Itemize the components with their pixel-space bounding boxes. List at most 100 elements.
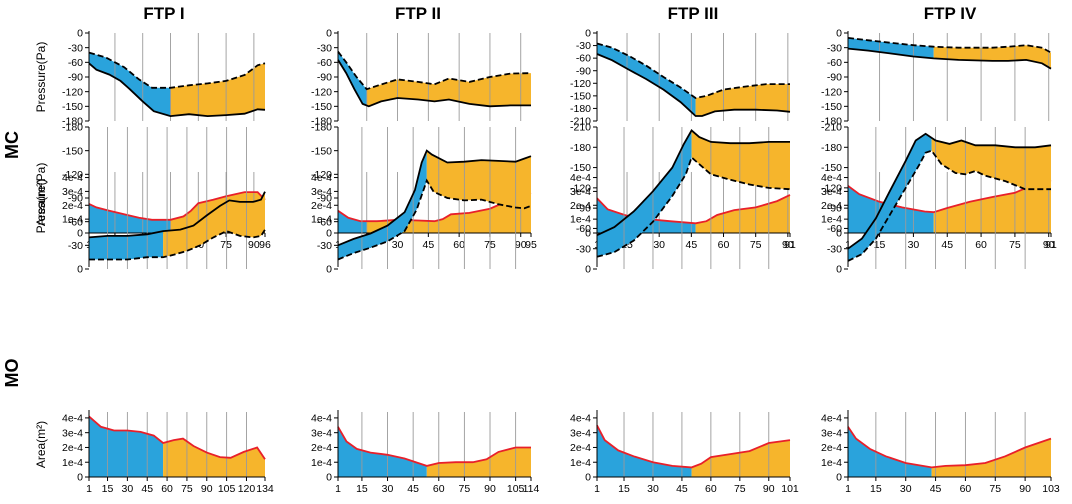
area-line — [596, 424, 791, 469]
x-tick-label: 60 — [960, 483, 972, 495]
upper-pressure-line — [337, 51, 532, 91]
x-tick-label: 96 — [259, 239, 271, 251]
y-tick-label: 1e-4 — [570, 457, 591, 469]
y-tick-label: 1e-4 — [62, 457, 83, 469]
x-tick-label: 15 — [874, 239, 886, 251]
y-tick-label: -30 — [576, 40, 591, 52]
y-tick-label: -150 — [311, 145, 332, 157]
x-tick-label: 45 — [676, 483, 688, 495]
x-tick-label: 90 — [763, 483, 775, 495]
upper-pressure-line — [89, 229, 266, 261]
y-tick-label: 0 — [326, 228, 332, 240]
x-tick-label: 91 — [1045, 239, 1057, 251]
y-tick-label: 3e-4 — [311, 427, 332, 439]
y-tick-label: -120 — [62, 86, 83, 98]
y-tick-label: 0 — [836, 264, 842, 276]
x-tick-label: 75 — [750, 239, 762, 251]
x-tick-label: 101 — [781, 483, 799, 495]
y-tick-label: 0 — [836, 228, 842, 240]
y-tick-label: -60 — [317, 216, 332, 228]
orange-area — [931, 438, 1051, 477]
upper-pressure-line — [337, 178, 532, 261]
upper-pressure-line — [847, 37, 1052, 54]
orange-area — [163, 438, 265, 477]
y-tick-label: -30 — [576, 243, 591, 255]
y-tick-label: -180 — [570, 103, 591, 115]
y-tick-label: 0 — [585, 472, 591, 484]
y-tick-label: 1e-4 — [311, 457, 332, 469]
x-tick-label: 30 — [908, 239, 920, 251]
blue-band — [338, 150, 427, 260]
x-tick-label: 120 — [238, 483, 256, 495]
y-tick-label: -30 — [68, 240, 83, 252]
lower-pressure-line — [88, 62, 266, 118]
x-tick-label: 45 — [141, 483, 153, 495]
y-tick-label: -60 — [827, 223, 842, 235]
y-tick-label: -60 — [827, 57, 842, 69]
y-tick-label: -120 — [62, 169, 83, 181]
y-tick-label: -150 — [62, 145, 83, 157]
pressure-panel-mo-ftp-iii: 0 -30 -60 -90 -120 -150 -180 -210 — [570, 122, 791, 276]
lower-pressure-line — [337, 149, 532, 247]
lower-pressure-line — [847, 132, 1052, 250]
y-tick-label: 2e-4 — [62, 442, 83, 454]
x-tick-label: 90 — [515, 239, 527, 251]
x-tick-label: 105 — [507, 483, 525, 495]
y-tick-label: -90 — [576, 203, 591, 215]
x-tick-label: 134 — [256, 483, 274, 495]
y-tick-label: 4e-4 — [311, 413, 332, 425]
x-tick-label: 95 — [525, 239, 537, 251]
x-tick-label: 60 — [975, 239, 987, 251]
y-tick-label: 2e-4 — [821, 442, 842, 454]
y-tick-label: 4e-4 — [570, 413, 591, 425]
x-tick-label: 30 — [900, 483, 912, 495]
y-tick-label: -30 — [317, 240, 332, 252]
pressure-panel-mc-ftp-iii: 0-30-60-90-120-150-180-210 — [570, 28, 791, 128]
row-title-mc: MC — [2, 131, 22, 159]
x-tick-label: 75 — [459, 483, 471, 495]
y-tick-label: 2e-4 — [62, 200, 83, 212]
x-tick-label: 114 — [523, 483, 540, 495]
y-tick-label: 4e-4 — [311, 172, 332, 184]
blue-area — [338, 426, 427, 477]
y-tick-label: 1e-4 — [570, 214, 591, 226]
upper-pressure-line — [88, 51, 266, 89]
y-tick-label: 3e-4 — [570, 427, 591, 439]
y-tick-label: -60 — [576, 223, 591, 235]
y-tick-label: -60 — [576, 53, 591, 65]
y-tick-label: -30 — [827, 243, 842, 255]
column-title-ftp-1: FTP I — [143, 4, 184, 23]
y-tick-label: 0 — [836, 472, 842, 484]
x-tick-label: 15 — [356, 483, 368, 495]
y-tick-label: 2e-4 — [311, 200, 332, 212]
y-tick-label: 3e-4 — [311, 186, 332, 198]
pressure-panel-mo-ftp-ii: 0-30-60-90-120-150-180 — [311, 122, 532, 276]
y-tick-label: 0 — [585, 228, 591, 240]
y-tick-label: -210 — [570, 122, 591, 134]
x-tick-label: 60 — [161, 483, 173, 495]
lower-pressure-line — [596, 129, 790, 237]
y-tick-label: 3e-4 — [821, 427, 842, 439]
y-tick-label: -120 — [821, 86, 842, 98]
y-tick-label: 1e-4 — [821, 214, 842, 226]
x-tick-label: 60 — [433, 483, 445, 495]
y-tick-label: -120 — [821, 182, 842, 194]
pressure-panel-mc-ftp-ii: 0 -30 -60 -90 -120 -150 -180 — [311, 28, 532, 128]
y-tick-label: -90 — [576, 65, 591, 77]
x-tick-label: 60 — [705, 483, 717, 495]
x-tick-label: 90 — [201, 483, 213, 495]
y-axis-label: Area(m²) — [34, 421, 48, 468]
x-tick-label: 75 — [1009, 239, 1021, 251]
x-tick-label: 91 — [784, 239, 796, 251]
upper-pressure-line — [596, 155, 791, 258]
x-tick-label: 1 — [845, 483, 851, 495]
y-tick-label: 4e-4 — [821, 413, 842, 425]
x-tick-label: 90 — [484, 483, 496, 495]
x-tick-label: 45 — [422, 239, 434, 251]
x-tick-label: 1 — [86, 483, 92, 495]
y-tick-label: 4e-4 — [62, 172, 83, 184]
blue-band — [597, 130, 692, 257]
y-tick-label: 2e-4 — [570, 200, 591, 212]
x-tick-label: 45 — [407, 483, 419, 495]
